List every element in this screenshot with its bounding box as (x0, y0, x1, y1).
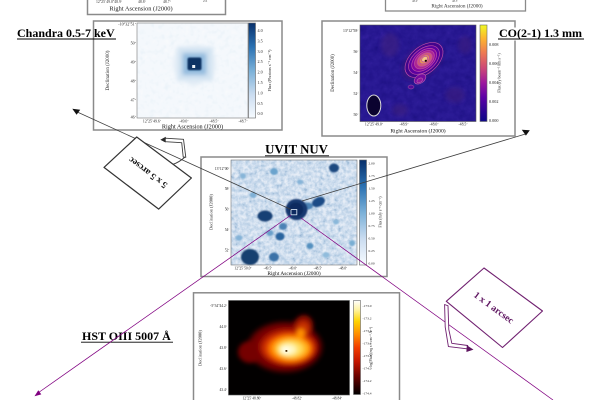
svg-text:HST OIII 5007 Å: HST OIII 5007 Å (82, 329, 171, 343)
svg-text:-173.6: -173.6 (363, 342, 372, 346)
svg-text:1.75: 1.75 (369, 174, 375, 178)
svg-text:12ʺ25ʾ50.0ʻ: 12ʺ25ʾ50.0ʻ (234, 266, 251, 271)
svg-text:52ʻ: 52ʻ (225, 248, 230, 253)
svg-text:50ʻ: 50ʻ (353, 112, 358, 117)
svg-text:49ʻ: 49ʻ (131, 60, 136, 65)
svg-text:1.0: 1.0 (258, 90, 263, 95)
svg-text:48.7ʻ: 48.7ʻ (163, 0, 171, 4)
svg-text:4.0: 4.0 (258, 28, 263, 33)
svg-text:0.002: 0.002 (489, 99, 498, 104)
svg-text:46ʻ: 46ʻ (131, 115, 136, 120)
svg-text:Right Ascension (J2000): Right Ascension (J2000) (162, 123, 223, 130)
svg-text:50ʻ: 50ʻ (131, 41, 136, 46)
svg-text:48ʻ: 48ʻ (131, 79, 136, 84)
svg-text:52ʻ: 52ʻ (353, 91, 358, 96)
svg-text:13°12ʺ58ʻ: 13°12ʺ58ʻ (343, 28, 359, 33)
svg-text:54ʻ: 54ʻ (225, 227, 230, 232)
svg-text:48.5ʻ: 48.5ʻ (452, 0, 458, 3)
svg-text:2.5: 2.5 (203, 0, 208, 3)
svg-text:CO(2-1) 1.3 mm: CO(2-1) 1.3 mm (499, 26, 582, 40)
svg-text:-173.0: -173.0 (363, 304, 372, 308)
svg-text:-48.0ʻ: -48.0ʻ (429, 122, 438, 127)
svg-text:54ʻ: 54ʻ (353, 70, 358, 75)
svg-text:1.00: 1.00 (369, 212, 375, 216)
svg-text:-48.5ʻ: -48.5ʻ (209, 119, 218, 124)
svg-text:-48.82ʻ: -48.82ʻ (292, 396, 302, 400)
svg-text:UVIT NUV: UVIT NUV (265, 142, 328, 156)
svg-text:0.50: 0.50 (369, 237, 375, 241)
svg-text:0.0: 0.0 (258, 111, 263, 116)
svg-text:2.00: 2.00 (369, 162, 375, 166)
svg-text:Declination (J2000): Declination (J2000) (331, 54, 336, 92)
svg-text:Right Ascension (J2000): Right Ascension (J2000) (431, 3, 483, 10)
svg-text:2.5: 2.5 (258, 59, 263, 64)
svg-text:12ʺ25ʾ49.6ʻ: 12ʺ25ʾ49.6ʻ (143, 119, 161, 124)
svg-text:0.5: 0.5 (258, 101, 263, 106)
svg-text:12ʺ25ʾ49.0ʻ: 12ʺ25ʾ49.0ʻ (365, 122, 383, 127)
svg-text:log[Flux](erg s⁻¹ cm⁻² Å⁻¹): log[Flux](erg s⁻¹ cm⁻² Å⁻¹) (368, 326, 373, 367)
svg-text:-48.5ʻ: -48.5ʻ (314, 266, 323, 271)
svg-text:-174.2: -174.2 (363, 379, 372, 383)
svg-text:Flux (mJy s⁻¹ cm⁻²): Flux (mJy s⁻¹ cm⁻²) (379, 196, 383, 228)
svg-text:Right Ascension (J2000): Right Ascension (J2000) (267, 270, 321, 277)
svg-text:-49.0ʻ: -49.0ʻ (289, 266, 298, 271)
svg-text:2.0: 2.0 (258, 70, 263, 75)
svg-text:-173.4: -173.4 (363, 329, 372, 333)
svg-text:Declination (J2000): Declination (J2000) (198, 330, 203, 366)
svg-text:12ʺ25ʾ48.80ʻ: 12ʺ25ʾ48.80ʻ (243, 396, 262, 400)
svg-text:-48.9ʻ: -48.9ʻ (399, 122, 408, 127)
svg-text:48.8ʻ: 48.8ʻ (138, 0, 146, 4)
svg-text:56ʻ: 56ʻ (353, 49, 358, 54)
svg-text:-174.0: -174.0 (363, 367, 372, 371)
svg-text:12ʺ25ʾ49.0ʺ48.9ʻ: 12ʺ25ʾ49.0ʺ48.9ʻ (96, 0, 122, 4)
svg-text:-49.0ʻ: -49.0ʻ (179, 119, 188, 124)
svg-text:Declination (J2000): Declination (J2000) (209, 194, 214, 230)
svg-text:-48.0ʻ: -48.0ʻ (339, 266, 348, 271)
svg-text:Right Ascension (J2000): Right Ascension (J2000) (109, 6, 172, 13)
svg-text:43.6ʻ: 43.6ʻ (220, 366, 228, 371)
svg-text:0.75: 0.75 (369, 224, 375, 228)
svg-text:0.006: 0.006 (489, 61, 498, 66)
svg-text:Right Ascension (J2000): Right Ascension (J2000) (390, 128, 445, 135)
svg-text:-173.2: -173.2 (363, 317, 372, 321)
svg-text:13°12ʺ00ʻ: 13°12ʺ00ʻ (215, 166, 230, 171)
svg-text:3.5: 3.5 (258, 38, 263, 43)
svg-text:56ʻ: 56ʻ (225, 207, 230, 212)
svg-text:Flux (Photons s⁻¹ cm⁻²): Flux (Photons s⁻¹ cm⁻²) (267, 49, 272, 91)
svg-text:1.50: 1.50 (369, 187, 375, 191)
svg-text:-48.7ʻ: -48.7ʻ (238, 119, 247, 124)
svg-text:43.4ʻ: 43.4ʻ (220, 387, 228, 392)
svg-text:Chandra 0.5-7 keV: Chandra 0.5-7 keV (17, 26, 115, 40)
svg-text:-49.5ʻ: -49.5ʻ (264, 266, 273, 271)
svg-text:-174.4: -174.4 (363, 392, 372, 396)
svg-text:1.25: 1.25 (369, 199, 375, 203)
svg-text:-173.8: -173.8 (363, 354, 372, 358)
svg-text:-48.5ʻ: -48.5ʻ (458, 122, 467, 127)
svg-text:0.004: 0.004 (489, 80, 499, 85)
svg-text:-10°32ʺ51ʻ: -10°32ʺ51ʻ (118, 22, 136, 27)
svg-text:1.5: 1.5 (258, 80, 263, 85)
svg-text:47ʻ: 47ʻ (131, 98, 136, 103)
svg-text:-48.84ʻ: -48.84ʻ (332, 396, 342, 400)
svg-text:-5°34ʺ44.2ʻ: -5°34ʺ44.2ʻ (210, 303, 227, 308)
svg-text:0.008: 0.008 (489, 42, 498, 47)
svg-text:Flux (Jy beam⁻¹ km s⁻¹): Flux (Jy beam⁻¹ km s⁻¹) (497, 53, 502, 93)
svg-text:Declination (J2000): Declination (J2000) (106, 50, 111, 90)
svg-text:3.0: 3.0 (258, 49, 263, 54)
svg-text:0.00: 0.00 (369, 262, 375, 266)
svg-text:0.25: 0.25 (369, 249, 375, 253)
svg-text:58ʻ: 58ʻ (225, 186, 230, 191)
svg-text:43.8ʻ: 43.8ʻ (220, 345, 228, 350)
svg-text:0.000: 0.000 (489, 118, 498, 123)
svg-text:44.0ʻ: 44.0ʻ (220, 324, 228, 329)
svg-text:48.0ʻ: 48.0ʻ (412, 0, 418, 3)
